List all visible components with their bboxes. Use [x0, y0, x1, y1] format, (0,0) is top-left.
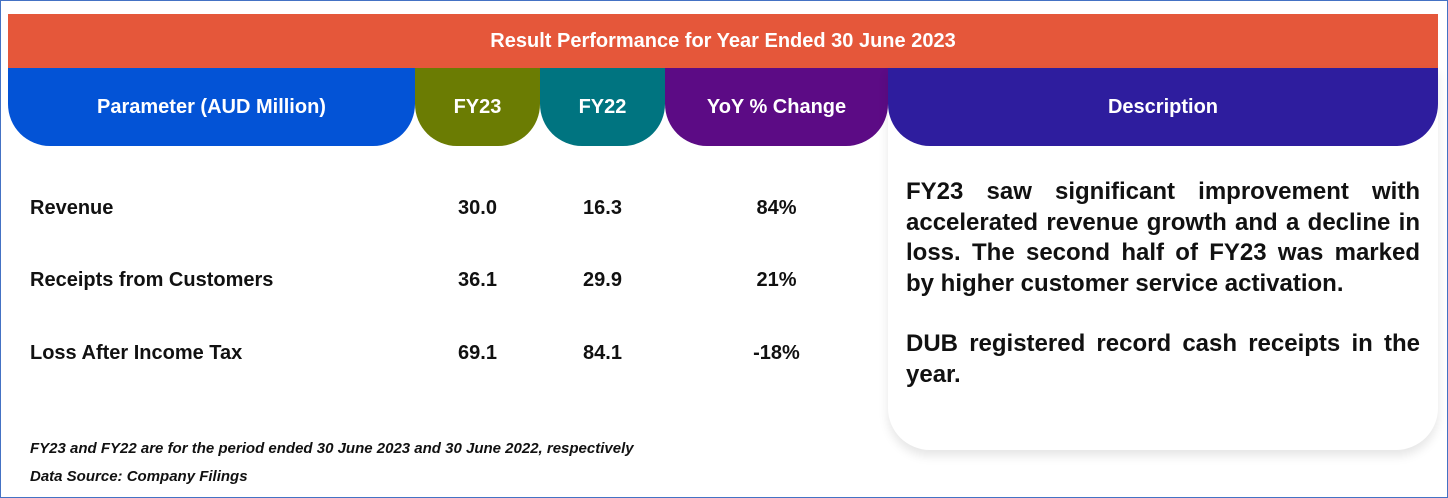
row-yoy: 84% [756, 197, 797, 219]
table-row: Revenue 30.0 16.3 84% [0, 193, 888, 223]
row-yoy: -18% [753, 342, 800, 364]
period-note: FY23 and FY22 are for the period ended 3… [30, 440, 634, 457]
description-paragraph-2: DUB registered record cash receipts in t… [906, 330, 1420, 388]
title-banner: Result Performance for Year Ended 30 Jun… [8, 14, 1438, 68]
row-parameter: Receipts from Customers [30, 269, 274, 291]
header-description: Description [888, 68, 1438, 146]
row-fy22: 29.9 [583, 269, 622, 291]
table-row: Loss After Income Tax 69.1 84.1 -18% [0, 338, 888, 368]
table-row: Receipts from Customers 36.1 29.9 21% [0, 265, 888, 295]
header-yoy-change: YoY % Change [665, 68, 888, 146]
header-parameter: Parameter (AUD Million) [8, 68, 415, 146]
description-paragraph-1: FY23 saw significant improvement with ac… [906, 178, 1420, 297]
row-fy23: 36.1 [458, 269, 497, 291]
row-parameter: Loss After Income Tax [30, 342, 243, 364]
data-source-note: Data Source: Company Filings [30, 468, 248, 485]
row-fy22: 16.3 [583, 197, 622, 219]
row-fy23: 30.0 [458, 197, 497, 219]
header-fy23: FY23 [415, 68, 540, 146]
row-fy23: 69.1 [458, 342, 497, 364]
row-parameter: Revenue [30, 197, 114, 219]
row-fy22: 84.1 [583, 342, 622, 364]
description-text: FY23 saw significant improvement with ac… [906, 177, 1420, 420]
row-yoy: 21% [756, 269, 797, 291]
header-fy22: FY22 [540, 68, 665, 146]
